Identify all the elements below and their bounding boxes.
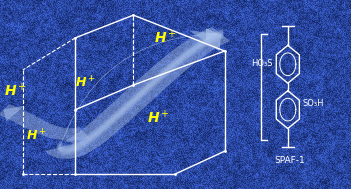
Text: SPAF-1: SPAF-1 (274, 156, 305, 165)
Polygon shape (0, 104, 90, 140)
Text: H$^+$: H$^+$ (26, 129, 47, 144)
Text: H$^+$: H$^+$ (154, 29, 177, 46)
Text: SO₃H: SO₃H (303, 99, 324, 108)
Text: H$^+$: H$^+$ (147, 108, 170, 126)
Polygon shape (190, 31, 221, 51)
Text: H$^+$: H$^+$ (4, 82, 26, 99)
Text: HO₃S: HO₃S (251, 59, 273, 68)
Text: H$^+$: H$^+$ (75, 76, 96, 91)
Polygon shape (4, 106, 25, 122)
Polygon shape (45, 27, 230, 159)
